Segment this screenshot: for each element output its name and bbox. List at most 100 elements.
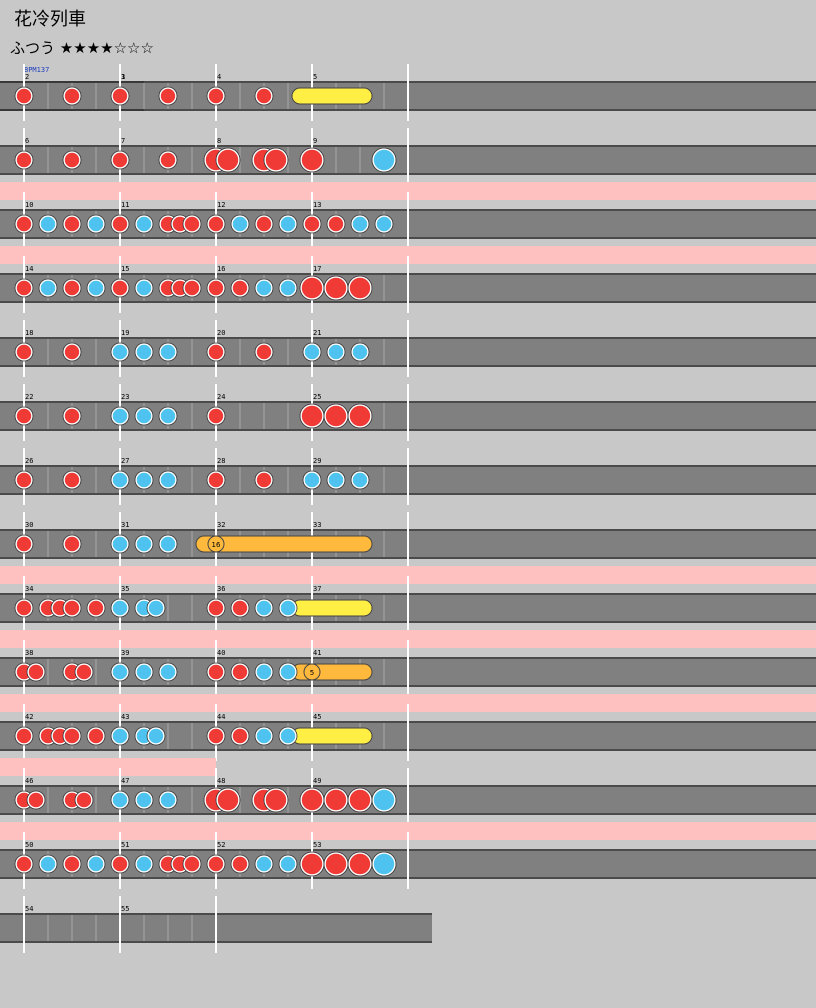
- ka-note: [279, 599, 297, 617]
- measure-number: 4: [217, 73, 221, 81]
- measure-number: 44: [217, 713, 225, 721]
- big-don-note: [324, 788, 348, 812]
- note-outline: [254, 662, 274, 682]
- ka-note: [159, 791, 177, 809]
- ka-note: [135, 407, 153, 425]
- note-outline: [110, 790, 130, 810]
- don-note: [207, 407, 225, 425]
- star-rating: ★★★★☆☆☆: [59, 39, 154, 57]
- don-note: [63, 599, 81, 617]
- note-outline: [14, 726, 34, 746]
- note-outline: [62, 214, 82, 234]
- measure-number: 27: [121, 457, 129, 465]
- note-outline: [86, 726, 106, 746]
- big-don-note: [348, 276, 372, 300]
- measure-number: 33: [313, 521, 321, 529]
- don-note: [183, 215, 201, 233]
- don-note: [303, 215, 321, 233]
- note-outline: [371, 147, 397, 173]
- measure-number: 30: [25, 521, 33, 529]
- ka-note: [135, 279, 153, 297]
- ka-note: [255, 727, 273, 745]
- note-outline: [62, 342, 82, 362]
- measure-number: 55: [121, 905, 129, 913]
- ka-note: [39, 279, 57, 297]
- note-outline: [182, 214, 202, 234]
- big-don-note: [264, 148, 288, 172]
- big-don-note: [348, 404, 372, 428]
- measure-number: 48: [217, 777, 225, 785]
- note-outline: [134, 790, 154, 810]
- measure-number: 25: [313, 393, 321, 401]
- note-outline: [110, 726, 130, 746]
- measure-number: 35: [121, 585, 129, 593]
- note-outline: [254, 86, 274, 106]
- don-note: [15, 599, 33, 617]
- balloon-head: [207, 535, 225, 553]
- don-note: [111, 855, 129, 873]
- note-outline: [215, 147, 241, 173]
- note-outline: [299, 147, 325, 173]
- measure-number: 53: [313, 841, 321, 849]
- measure-number: 6: [25, 137, 29, 145]
- note-outline: [158, 406, 178, 426]
- note-outline: [110, 854, 130, 874]
- don-note: [63, 535, 81, 553]
- song-title: 花冷列車: [14, 9, 86, 30]
- gogo-band: [0, 246, 816, 264]
- note-outline: [182, 278, 202, 298]
- drumroll-bar: [291, 727, 373, 745]
- don-note: [15, 215, 33, 233]
- measure-number: 7: [121, 137, 125, 145]
- measure-number: 54: [25, 905, 33, 913]
- ka-note: [279, 663, 297, 681]
- note-outline: [110, 278, 130, 298]
- note-outline: [206, 854, 226, 874]
- measure-number: 1: [121, 73, 125, 81]
- note-outline: [182, 854, 202, 874]
- measure-number: 47: [121, 777, 129, 785]
- gogo-band: [0, 630, 816, 648]
- note-outline: [206, 406, 226, 426]
- ka-note: [255, 279, 273, 297]
- note-outline: [326, 470, 346, 490]
- note-outline: [278, 726, 298, 746]
- measure-number: 16: [217, 265, 225, 273]
- measure-number: 19: [121, 329, 129, 337]
- ka-note: [135, 215, 153, 233]
- don-note: [15, 407, 33, 425]
- don-note: [207, 87, 225, 105]
- note-outline: [134, 534, 154, 554]
- measure-number: 12: [217, 201, 225, 209]
- don-note: [63, 215, 81, 233]
- note-outline: [254, 854, 274, 874]
- note-outline: [62, 534, 82, 554]
- note-outline: [230, 726, 250, 746]
- gogo-band: [0, 758, 216, 776]
- measure-number: 41: [313, 649, 321, 657]
- note-outline: [62, 86, 82, 106]
- measure-number: 31: [121, 521, 129, 529]
- measure-number: 45: [313, 713, 321, 721]
- measure-number: 8: [217, 137, 221, 145]
- ka-note: [351, 343, 369, 361]
- ka-note: [87, 215, 105, 233]
- note-outline: [263, 147, 289, 173]
- note-outline: [110, 150, 130, 170]
- don-note: [159, 151, 177, 169]
- note-outline: [230, 854, 250, 874]
- measure-number: 39: [121, 649, 129, 657]
- note-outline: [26, 790, 46, 810]
- measure-number: 43: [121, 713, 129, 721]
- note-outline: [134, 214, 154, 234]
- ka-note: [87, 855, 105, 873]
- note-outline: [326, 214, 346, 234]
- measure-number: 52: [217, 841, 225, 849]
- note-outline: [371, 851, 397, 877]
- note-outline: [347, 403, 373, 429]
- note-outline: [206, 278, 226, 298]
- measure-number: 14: [25, 265, 33, 273]
- don-note: [15, 279, 33, 297]
- don-note: [231, 727, 249, 745]
- don-note: [63, 727, 81, 745]
